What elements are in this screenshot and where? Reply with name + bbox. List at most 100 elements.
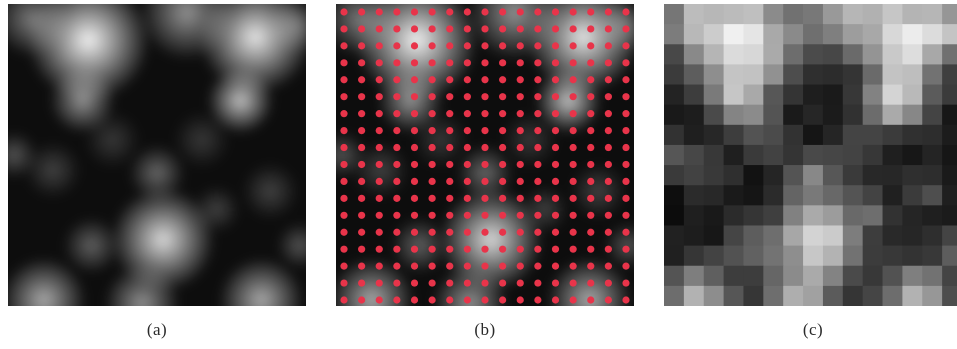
sample-point: [569, 110, 577, 118]
pixel-block: [783, 104, 804, 126]
pixel-block: [902, 144, 923, 166]
bright-region: [535, 67, 602, 135]
pixel-block: [942, 225, 957, 247]
sample-point: [463, 296, 471, 304]
sample-point: [604, 279, 612, 287]
sample-point: [410, 110, 419, 118]
sample-point: [587, 245, 595, 253]
sample-point: [604, 177, 612, 186]
sample-point: [428, 279, 436, 287]
pixel-block: [842, 185, 864, 206]
sample-point: [569, 245, 577, 253]
pixel-block: [763, 165, 784, 186]
bright-region: [596, 4, 634, 54]
pixel-block: [664, 165, 685, 186]
sample-point: [446, 76, 454, 84]
sample-point: [340, 42, 348, 50]
sample-point: [551, 194, 560, 202]
pixel-block: [743, 144, 764, 166]
sample-point: [463, 42, 471, 50]
pixel-block: [703, 44, 725, 65]
sample-point: [587, 76, 595, 84]
sample-point: [340, 194, 348, 202]
sample-point: [446, 160, 454, 169]
sample-point: [499, 296, 507, 304]
sample-point: [587, 296, 595, 304]
sample-point: [463, 160, 471, 169]
pixel-block: [822, 4, 844, 25]
sample-point: [499, 8, 507, 16]
pixel-block: [882, 205, 903, 226]
pixel-block: [842, 285, 864, 306]
sample-point: [604, 160, 612, 169]
bright-region: [173, 111, 231, 169]
pixel-block: [803, 24, 824, 45]
pixel-block: [882, 104, 903, 126]
bright-region: [336, 257, 415, 306]
sample-point: [534, 228, 542, 236]
sample-point: [463, 59, 471, 67]
sample-point: [375, 194, 383, 202]
sample-point: [358, 42, 366, 50]
bright-region: [62, 216, 121, 275]
pixel-block: [842, 44, 864, 65]
sample-point: [551, 126, 560, 135]
sample-point: [375, 59, 383, 67]
sample-point: [358, 25, 366, 33]
sample-point: [446, 211, 454, 219]
sample-point: [516, 8, 524, 16]
sample-point: [534, 76, 542, 84]
pixel-block: [683, 44, 705, 65]
sample-point: [446, 110, 454, 118]
pixel-block: [664, 225, 685, 247]
pixel-block: [822, 265, 844, 287]
pixel-block: [703, 265, 725, 287]
sample-point: [551, 8, 560, 16]
sample-point: [604, 228, 612, 236]
sample-point: [410, 25, 419, 33]
pixel-block: [723, 205, 744, 226]
bright-region: [218, 257, 305, 306]
pixel-block: [822, 44, 844, 65]
sampled-image: [336, 4, 634, 306]
image-panel-c-pixelated: [664, 4, 957, 306]
bright-region: [501, 111, 559, 169]
sample-point: [604, 194, 612, 202]
pixel-block: [842, 165, 864, 186]
pixel-block: [862, 285, 884, 306]
sample-point: [516, 143, 524, 152]
pixel-block: [862, 44, 884, 65]
sample-point: [375, 42, 383, 50]
sample-point: [410, 262, 419, 270]
pixel-block: [723, 84, 744, 106]
pixel-block: [763, 225, 784, 247]
sample-point: [516, 262, 524, 270]
sample-point: [481, 143, 489, 152]
bright-region: [128, 144, 186, 202]
pixel-block: [902, 225, 923, 247]
pixel-block: [922, 185, 943, 206]
pixel-block: [723, 4, 744, 25]
pixel-block: [783, 245, 804, 267]
sample-point: [393, 194, 401, 202]
sample-point: [622, 262, 630, 270]
sample-point: [499, 59, 507, 67]
pixel-block: [664, 24, 685, 45]
sample-point: [534, 160, 542, 169]
sample-point: [534, 245, 542, 253]
sample-point: [463, 177, 471, 186]
pixel-block: [743, 245, 764, 267]
pixel-block: [664, 44, 685, 65]
sample-point: [375, 25, 383, 33]
sample-point: [604, 296, 612, 304]
bright-region: [8, 131, 38, 179]
sample-point: [604, 76, 612, 84]
sample-point: [499, 160, 507, 169]
sample-point: [463, 211, 471, 219]
sample-point: [375, 228, 383, 236]
sample-point: [622, 245, 630, 253]
caption-a: (a): [146, 320, 168, 339]
bright-region: [569, 162, 627, 220]
pixel-block: [723, 44, 744, 65]
sample-point: [516, 245, 524, 253]
